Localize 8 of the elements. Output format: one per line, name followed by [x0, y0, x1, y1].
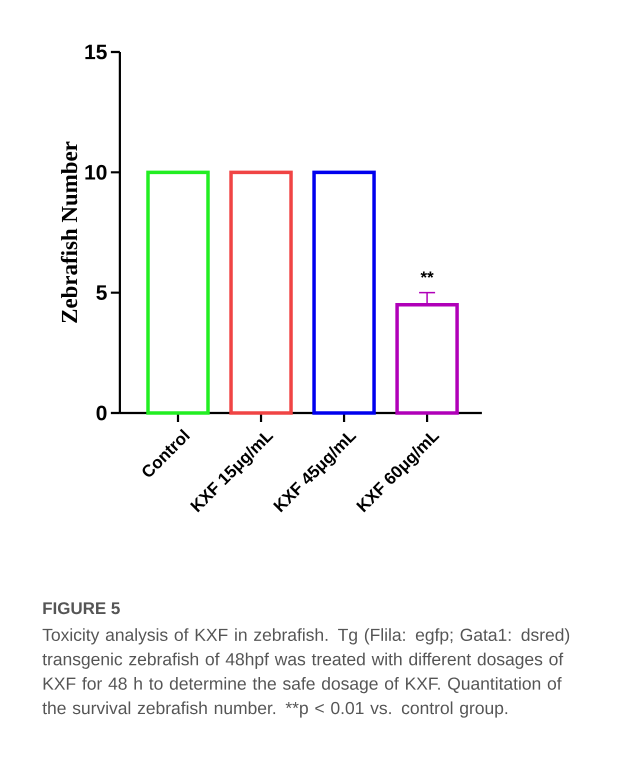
y-tick-label: 10 — [85, 164, 107, 180]
y-tick-label: 15 — [85, 44, 107, 60]
text: Toxicity analysis of KXF in zebrafish. Tg (Flila: egfp; Gata1: dsred) transgenic zebrafish of 48hpf was treated with different dosages of KXF for 48 h to determine the safe dosage of KXF. Quantitation of the survival zebrafish number. **p < 0.01 vs. control group. — [42, 628, 570, 718]
text: FIGURE 5 — [43, 602, 120, 614]
y-axis-title: Zebrafish Number — [60, 142, 78, 323]
y-tick-label: 5 — [96, 285, 107, 300]
annotation: ** — [420, 271, 434, 278]
y-tick-label: 0 — [96, 406, 107, 420]
